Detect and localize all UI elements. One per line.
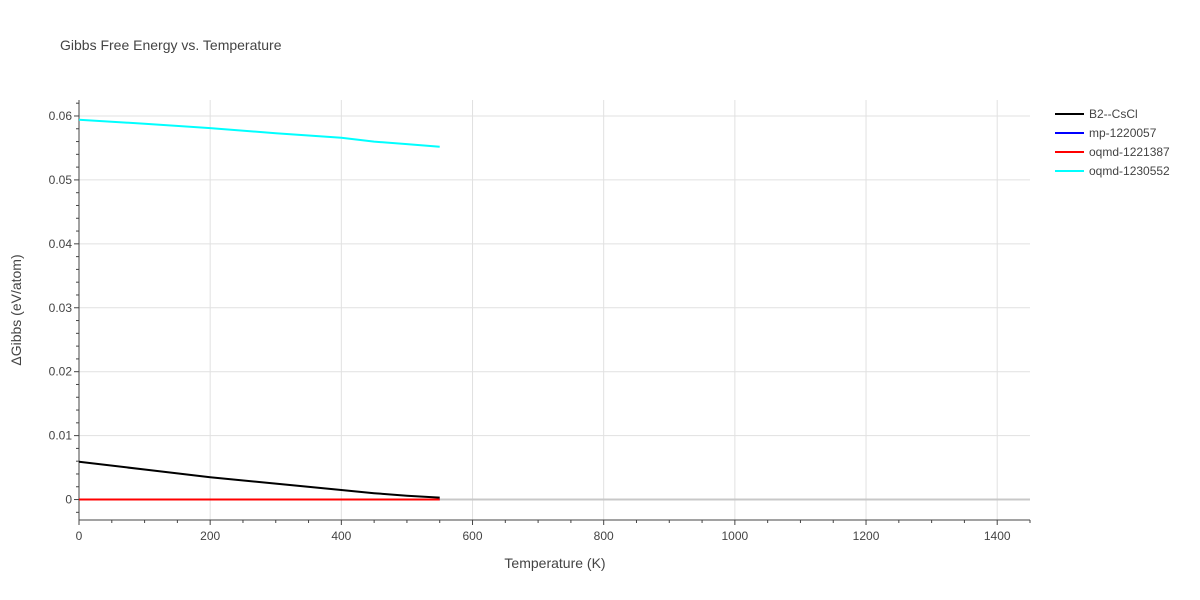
x-tick-label: 600 (463, 529, 483, 543)
x-tick-label: 800 (594, 529, 614, 543)
y-tick-label: 0.02 (49, 365, 73, 379)
legend-label: B2--CsCl (1089, 107, 1138, 121)
axes: 0 200 400 600 800 1000 1200 1400 0 0.01 0.02 0.03 0.… (49, 100, 1031, 543)
x-tick-label: 1200 (853, 529, 880, 543)
series-line-oqmd-1230552 (78, 118, 440, 148)
grid (79, 100, 1030, 520)
series-line-b2-cscl (78, 460, 440, 499)
legend-item-oqmd-1230552[interactable]: oqmd-1230552 (1055, 164, 1170, 178)
legend[interactable]: B2--CsCl mp-1220057 oqmd-1221387 oqmd-12305… (1055, 107, 1170, 178)
y-tick-label: 0 (65, 493, 72, 507)
y-tick-label: 0.01 (49, 429, 73, 443)
chart-title: Gibbs Free Energy vs. Temperature (60, 37, 282, 53)
legend-item-b2-cscl[interactable]: B2--CsCl (1055, 107, 1138, 121)
x-axis-label: Temperature (K) (504, 555, 605, 571)
x-tick-label: 1000 (722, 529, 749, 543)
y-tick-label: 0.04 (49, 237, 73, 251)
x-tick-label: 400 (331, 529, 351, 543)
y-tick-label: 0.05 (49, 173, 73, 187)
x-tick-label: 1400 (984, 529, 1011, 543)
y-tick-label: 0.06 (49, 109, 73, 123)
legend-item-mp-1220057[interactable]: mp-1220057 (1055, 126, 1157, 140)
x-tick-label: 200 (200, 529, 220, 543)
legend-label: oqmd-1221387 (1089, 145, 1170, 159)
legend-label: mp-1220057 (1089, 126, 1157, 140)
legend-item-oqmd-1221387[interactable]: oqmd-1221387 (1055, 145, 1170, 159)
series-lines (78, 118, 440, 501)
y-axis-label: ΔGibbs (eV/atom) (8, 254, 24, 365)
legend-label: oqmd-1230552 (1089, 164, 1170, 178)
y-tick-label: 0.03 (49, 301, 73, 315)
x-tick-label: 0 (76, 529, 83, 543)
